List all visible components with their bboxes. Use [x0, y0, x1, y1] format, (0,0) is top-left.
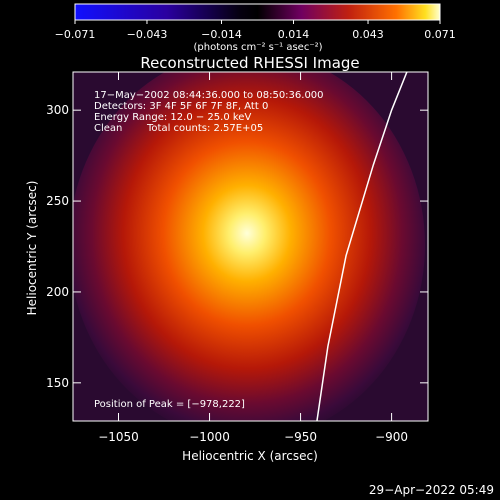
- solar-limb: [316, 72, 408, 421]
- x-tick-label: −1000: [189, 430, 230, 444]
- x-axis-label: Heliocentric X (arcsec): [182, 449, 318, 463]
- colorbar-tick-label: 0.014: [278, 28, 310, 41]
- colorbar-ticks: −0.071 −0.043 −0.014 0.014 0.043 0.071: [55, 20, 456, 41]
- y-tick-label: 300: [46, 103, 69, 117]
- y-axis-label: Heliocentric Y (arcsec): [25, 181, 39, 316]
- x-axis-ticks: −1050 −1000 −950 −900: [98, 72, 408, 444]
- x-tick-label: −1050: [98, 430, 139, 444]
- annotation-clean: Clean: [94, 123, 122, 134]
- annotation-detectors: Detectors: 3F 4F 5F 6F 7F 8F, Att 0: [94, 101, 268, 112]
- emission-source: [73, 72, 425, 421]
- colorbar-tick-label: −0.043: [127, 28, 168, 41]
- y-axis-ticks: 150 200 250 300: [46, 103, 428, 390]
- colorbar-tick-label: 0.071: [424, 28, 456, 41]
- colorbar-tick-label: −0.014: [201, 28, 242, 41]
- peak-position-label: Position of Peak = [−978,222]: [94, 399, 245, 410]
- colorbar-units: (photons cm⁻² s⁻¹ asec⁻²): [193, 42, 322, 53]
- colorbar: [75, 4, 440, 20]
- annotation-counts: Total counts: 2.57E+05: [146, 123, 263, 134]
- footer-timestamp: 29−Apr−2022 05:49: [369, 483, 494, 497]
- y-tick-label: 150: [46, 376, 69, 390]
- annotation-time: 17−May−2002 08:44:36.000 to 08:50:36.000: [94, 90, 324, 101]
- y-tick-label: 250: [46, 194, 69, 208]
- x-tick-label: −900: [375, 430, 408, 444]
- colorbar-tick-label: −0.071: [55, 28, 96, 41]
- x-tick-label: −950: [284, 430, 317, 444]
- heatmap-image: [73, 72, 428, 421]
- y-tick-label: 200: [46, 285, 69, 299]
- colorbar-tick-label: 0.043: [352, 28, 384, 41]
- chart-title: Reconstructed RHESSI Image: [140, 54, 359, 72]
- annotation-energy: Energy Range: 12.0 − 25.0 keV: [94, 112, 251, 123]
- plot-frame: [72, 71, 429, 422]
